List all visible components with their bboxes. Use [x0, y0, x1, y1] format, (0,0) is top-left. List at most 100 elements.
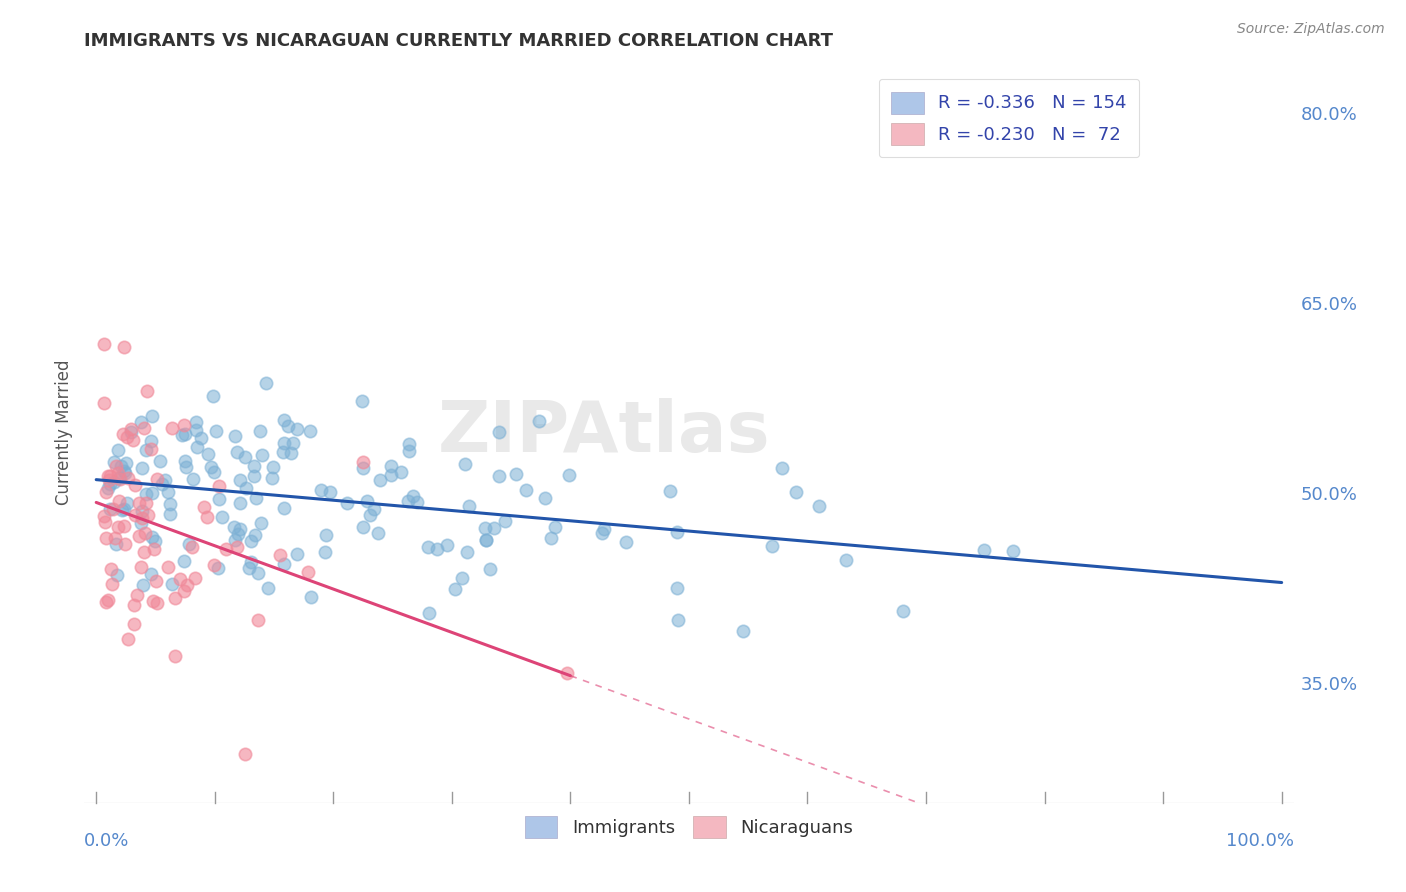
Point: [135, 496, 157, 510]
Point: [101, 577, 124, 591]
Point: [406, 495, 429, 509]
Point: [436, 538, 458, 552]
Point: [309, 483, 332, 498]
Point: [398, 444, 420, 458]
Point: [107, 466, 129, 480]
Point: [108, 472, 131, 486]
Point: [488, 425, 510, 439]
Point: [173, 427, 195, 442]
Point: [108, 471, 131, 485]
Point: [456, 545, 478, 559]
Point: [131, 510, 153, 524]
Point: [359, 508, 381, 522]
Point: [200, 459, 222, 474]
Point: [277, 418, 299, 433]
Point: [141, 530, 163, 544]
Point: [176, 578, 198, 592]
Point: [149, 454, 172, 468]
Point: [156, 560, 179, 574]
Point: [129, 560, 152, 574]
Point: [973, 543, 995, 558]
Point: [207, 492, 229, 507]
Point: [98, 473, 121, 487]
Point: [205, 424, 228, 438]
Point: [157, 485, 180, 500]
Point: [176, 459, 198, 474]
Point: [238, 561, 260, 575]
Point: [761, 539, 783, 553]
Point: [105, 458, 128, 473]
Point: [336, 496, 359, 510]
Point: [94, 595, 117, 609]
Point: [398, 436, 420, 450]
Point: [131, 461, 153, 475]
Point: [141, 486, 163, 500]
Point: [262, 459, 284, 474]
Point: [533, 491, 555, 505]
Point: [402, 489, 425, 503]
Point: [105, 568, 128, 582]
Point: [114, 466, 136, 480]
Text: ZIPAtlas: ZIPAtlas: [439, 398, 770, 467]
Point: [273, 436, 295, 450]
Point: [128, 496, 150, 510]
Point: [224, 429, 246, 443]
Point: [474, 520, 496, 534]
Point: [269, 548, 291, 562]
Point: [226, 526, 249, 541]
Point: [139, 566, 162, 581]
Point: [250, 448, 273, 462]
Point: [665, 525, 688, 540]
Point: [363, 502, 385, 516]
Point: [120, 425, 142, 439]
Point: [201, 389, 224, 403]
Point: [1001, 543, 1024, 558]
Point: [128, 529, 150, 543]
Point: [94, 515, 117, 529]
Point: [240, 533, 263, 548]
Point: [124, 508, 146, 523]
Point: [250, 516, 273, 530]
Point: [142, 593, 165, 607]
Point: [152, 477, 174, 491]
Point: [111, 426, 134, 441]
Point: [135, 487, 157, 501]
Point: [731, 624, 754, 638]
Point: [173, 584, 195, 599]
Point: [658, 483, 681, 498]
Point: [181, 472, 204, 486]
Point: [214, 541, 236, 556]
Point: [160, 421, 183, 435]
Point: [172, 428, 194, 442]
Point: [117, 632, 139, 646]
Point: [505, 467, 527, 482]
Point: [117, 470, 139, 484]
Point: [110, 502, 132, 516]
Point: [103, 475, 125, 489]
Point: [135, 442, 157, 457]
Point: [450, 571, 472, 585]
Text: 0.0%: 0.0%: [84, 832, 129, 850]
Point: [389, 466, 412, 480]
Point: [107, 443, 129, 458]
Point: [224, 520, 246, 534]
Point: [177, 537, 200, 551]
Point: [184, 423, 207, 437]
Point: [315, 527, 337, 541]
Point: [112, 519, 135, 533]
Point: [835, 553, 858, 567]
Point: [100, 469, 122, 483]
Point: [183, 571, 205, 585]
Point: [132, 578, 155, 592]
Point: [159, 507, 181, 521]
Point: [112, 464, 135, 478]
Point: [479, 562, 502, 576]
Text: Source: ZipAtlas.com: Source: ZipAtlas.com: [1237, 22, 1385, 37]
Point: [280, 446, 302, 460]
Point: [101, 501, 124, 516]
Point: [120, 422, 142, 436]
Point: [104, 531, 127, 545]
Point: [186, 440, 208, 454]
Point: [281, 435, 304, 450]
Point: [110, 458, 132, 473]
